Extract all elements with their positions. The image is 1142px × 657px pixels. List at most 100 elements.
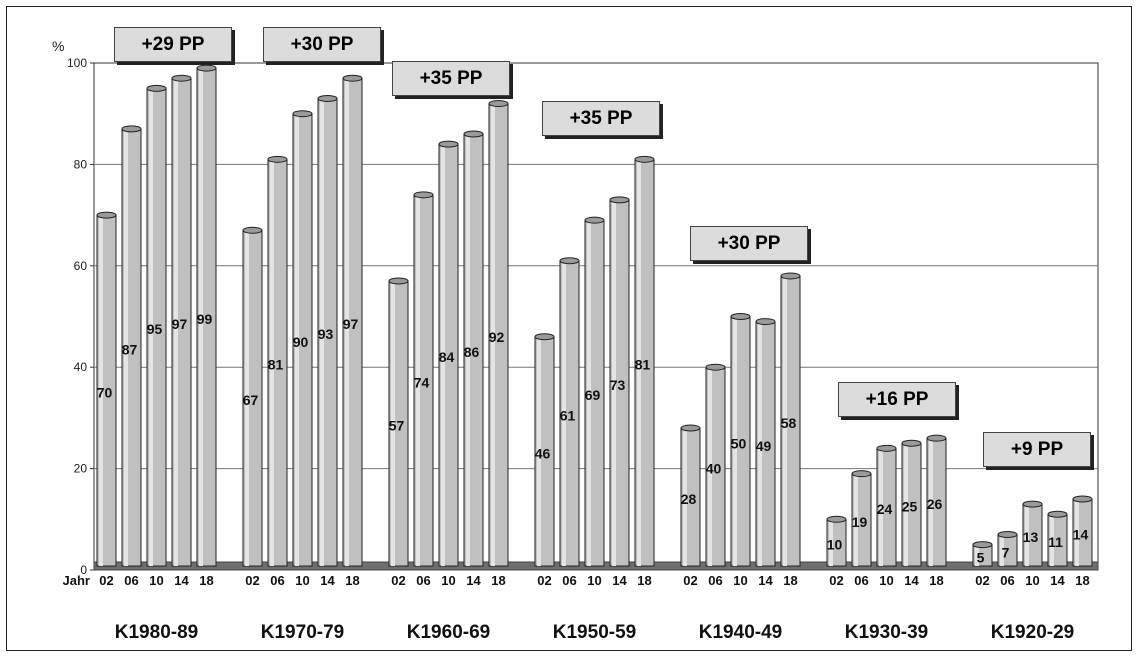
bar-value-label: 49 (756, 438, 772, 454)
bar-cap (876, 444, 897, 452)
year-tick-label: 18 (199, 573, 213, 588)
bar-cap (584, 216, 605, 224)
bar-value-label: 25 (902, 499, 918, 515)
x-axis-label: Jahr (63, 573, 90, 588)
bar-highlight (416, 196, 420, 566)
year-tick-label: 14 (904, 573, 919, 588)
bar-highlight (587, 222, 591, 567)
bar-cap (267, 155, 288, 163)
bar-cap (609, 196, 630, 204)
change-callout: +16 PP (838, 382, 956, 417)
bar-value-label: 99 (197, 311, 213, 327)
year-tick-label: 14 (466, 573, 481, 588)
bar-cap (926, 434, 947, 442)
bar-value-label: 70 (97, 385, 113, 401)
bar-cap (438, 140, 459, 148)
bar-value-label: 13 (1023, 529, 1039, 545)
bar-highlight (199, 70, 203, 566)
year-tick-label: 06 (562, 573, 576, 588)
cohort-label: K1920-29 (990, 622, 1075, 643)
bar-cap (1047, 510, 1068, 518)
bar-cap (1022, 500, 1043, 508)
year-tick-label: 18 (637, 573, 651, 588)
bar-highlight (537, 338, 541, 566)
bar-value-label: 97 (343, 316, 359, 332)
bar-cap (146, 84, 167, 92)
bar-highlight (270, 161, 274, 566)
bar-highlight (637, 161, 641, 566)
y-tick-label: 100 (67, 56, 87, 70)
bar-value-label: 5 (977, 549, 985, 565)
change-callout: +30 PP (690, 226, 808, 261)
year-tick-label: 18 (345, 573, 359, 588)
bar-value-label: 58 (781, 415, 797, 431)
year-tick-label: 10 (879, 573, 893, 588)
bar-cap (342, 74, 363, 82)
change-callout: +35 PP (392, 61, 510, 96)
bar-cap (413, 191, 434, 199)
bar-value-label: 19 (852, 514, 868, 530)
year-tick-label: 06 (124, 573, 138, 588)
change-callout: +30 PP (263, 27, 381, 62)
bar-value-label: 11 (1048, 534, 1063, 550)
bar-value-label: 84 (439, 349, 455, 365)
bar-highlight (612, 201, 616, 566)
bar-value-label: 93 (318, 326, 334, 342)
bar-value-label: 92 (489, 329, 505, 345)
year-tick-label: 10 (441, 573, 455, 588)
change-callout: +29 PP (114, 27, 232, 62)
year-tick-label: 14 (612, 573, 627, 588)
year-tick-label: 18 (929, 573, 943, 588)
year-tick-label: 10 (1025, 573, 1039, 588)
y-tick-label: 80 (74, 157, 88, 171)
year-tick-label: 06 (270, 573, 284, 588)
bar-highlight (491, 105, 495, 566)
bar-cap (901, 439, 922, 447)
bar-value-label: 46 (535, 445, 551, 461)
bar-cap (171, 74, 192, 82)
year-tick-label: 18 (783, 573, 797, 588)
chart-frame (6, 6, 1132, 651)
bar-highlight (295, 115, 299, 566)
bar-highlight (829, 521, 833, 566)
year-tick-label: 14 (320, 573, 335, 588)
cohort-label: K1960-69 (406, 622, 491, 643)
bar-cap (292, 110, 313, 118)
year-tick-label: 14 (1050, 573, 1065, 588)
bar-highlight (975, 546, 979, 566)
cohort-label: K1970-79 (260, 622, 345, 643)
year-tick-label: 06 (708, 573, 722, 588)
year-tick-label: 14 (174, 573, 189, 588)
bar-highlight (783, 277, 787, 566)
cohort-label: K1980-89 (114, 622, 199, 643)
change-callout: +9 PP (983, 432, 1091, 467)
bar-highlight (1075, 501, 1079, 566)
bar-highlight (345, 80, 349, 567)
year-tick-label: 02 (975, 573, 989, 588)
year-tick-label: 18 (491, 573, 505, 588)
bar-value-label: 10 (827, 537, 843, 553)
bar-highlight (879, 450, 883, 566)
bar-cap (826, 515, 847, 523)
bar-value-label: 86 (464, 344, 480, 360)
bar-highlight (391, 283, 395, 566)
bar-cap (680, 424, 701, 432)
bar-cap (317, 94, 338, 102)
year-tick-label: 02 (245, 573, 259, 588)
bar-cap (755, 318, 776, 326)
bar-value-label: 28 (681, 491, 697, 507)
bar-cap (242, 226, 263, 234)
year-tick-label: 02 (391, 573, 405, 588)
bar-highlight (1050, 516, 1054, 566)
cohort-label: K1940-49 (698, 622, 783, 643)
bar-value-label: 40 (706, 461, 722, 477)
bar-cap (780, 272, 801, 280)
change-callout: +35 PP (542, 101, 660, 136)
bar-value-label: 81 (635, 357, 651, 373)
bar-value-label: 69 (585, 387, 601, 403)
bar-value-label: 87 (122, 341, 138, 357)
bar-highlight (245, 232, 249, 566)
bar-value-label: 24 (877, 501, 893, 517)
bar-cap (997, 531, 1018, 539)
bar-value-label: 97 (172, 316, 188, 332)
